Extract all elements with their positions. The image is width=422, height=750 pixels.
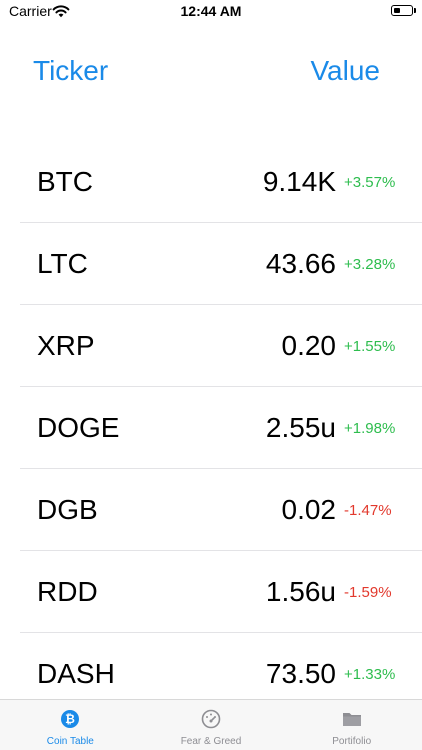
coin-change: +3.28%	[344, 255, 396, 273]
tab-label: Portifolio	[332, 736, 372, 747]
battery-icon	[391, 5, 413, 16]
coin-list: BTC 9.14K +3.57% LTC 43.66 +3.28% XRP 0.…	[20, 141, 422, 715]
wifi-icon	[52, 5, 70, 18]
coin-value: 73.50	[265, 658, 336, 689]
coin-row-rdd[interactable]: RDD 1.56u -1.59%	[20, 551, 422, 633]
battery-tip	[414, 8, 416, 13]
coin-row-doge[interactable]: DOGE 2.55u +1.98%	[20, 387, 422, 469]
coin-row-ltc[interactable]: LTC 43.66 +3.28%	[20, 223, 422, 305]
coin-value: 2.55u	[265, 412, 336, 443]
coin-value: 43.66	[265, 248, 336, 279]
tab-fear-greed[interactable]: Fear & Greed	[141, 700, 282, 750]
tab-label: Coin Table	[46, 736, 94, 747]
status-bar: Carrier 12:44 AM	[0, 0, 422, 24]
tab-bar: ₿ Coin Table Fear & Greed Portifolio	[0, 699, 422, 750]
coin-ticker: DGB	[37, 494, 98, 525]
tab-label: Fear & Greed	[180, 736, 242, 747]
tab-coin-table[interactable]: ₿ Coin Table	[0, 700, 141, 750]
bitcoin-icon: ₿	[61, 710, 80, 728]
coin-row-xrp[interactable]: XRP 0.20 +1.55%	[20, 305, 422, 387]
coin-row-dgb[interactable]: DGB 0.02 -1.47%	[20, 469, 422, 551]
folder-icon	[342, 713, 361, 726]
coin-value: 0.20	[281, 330, 337, 361]
coin-ticker: DASH	[37, 658, 115, 689]
coin-change: +3.57%	[344, 173, 396, 191]
clock: 12:44 AM	[180, 3, 242, 19]
coin-row-btc[interactable]: BTC 9.14K +3.57%	[20, 141, 422, 223]
coin-value: 1.56u	[265, 576, 336, 607]
carrier-label: Carrier	[9, 3, 52, 19]
coin-change: +1.98%	[344, 419, 396, 437]
coin-value: 9.14K	[262, 166, 336, 197]
svg-text:₿: ₿	[65, 712, 75, 726]
coin-ticker: XRP	[37, 330, 95, 361]
ticker-header[interactable]: Ticker	[33, 55, 109, 86]
coin-row-dash[interactable]: DASH 73.50 +1.33%	[20, 633, 422, 715]
gauge-icon	[201, 709, 221, 729]
coin-ticker: BTC	[37, 166, 93, 197]
coin-change: +1.55%	[344, 337, 396, 355]
value-header[interactable]: Value	[310, 55, 380, 86]
coin-change: +1.33%	[344, 665, 396, 683]
coin-change: -1.47%	[344, 501, 392, 519]
coin-ticker: DOGE	[37, 412, 120, 443]
coin-value: 0.02	[281, 494, 337, 525]
coin-ticker: RDD	[37, 576, 98, 607]
coin-ticker: LTC	[37, 248, 88, 279]
coin-change: -1.59%	[344, 583, 392, 601]
tab-portfolio[interactable]: Portifolio	[281, 700, 422, 750]
